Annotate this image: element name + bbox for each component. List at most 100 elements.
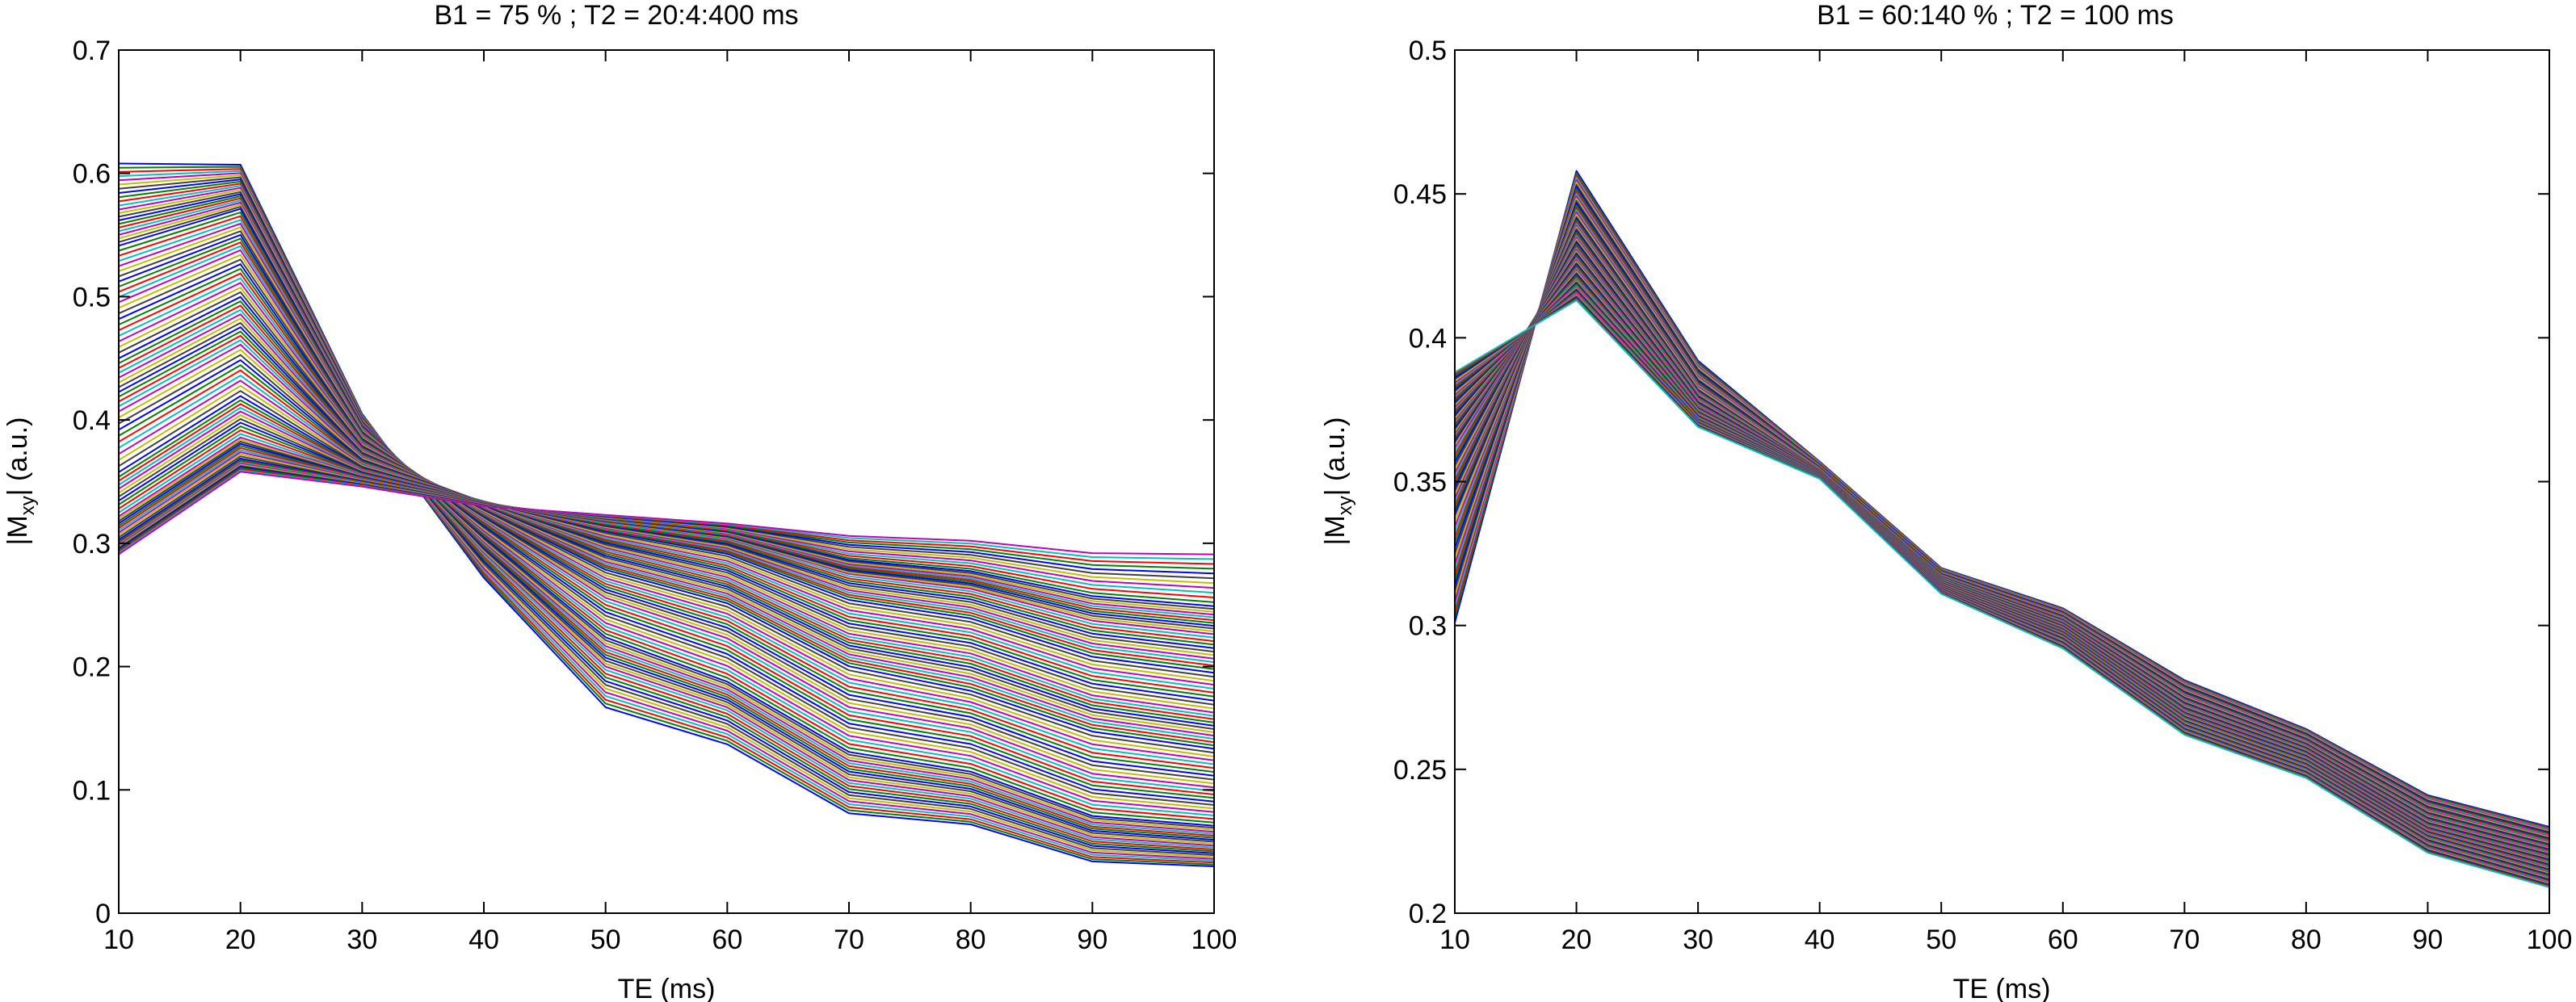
series-line-268 [118, 390, 1215, 678]
left-y-ticks: 0 0.1 0.2 0.3 0.4 0.5 0.6 0.7 [73, 36, 1214, 929]
series-line-272 [118, 395, 1215, 674]
y-tick-label: 0.2 [73, 652, 111, 683]
series-line-288 [118, 410, 1215, 660]
series-line-236 [118, 349, 1215, 710]
y-tick-label: 0.5 [1409, 36, 1447, 66]
left-series-group [118, 162, 1215, 867]
right-y-axis-label-tail: | (a.u.) [1320, 417, 1351, 497]
x-tick-label: 90 [2413, 924, 2444, 955]
right-series-group [1454, 170, 2550, 888]
x-tick-label: 20 [225, 924, 256, 955]
series-line-108 [118, 212, 1215, 824]
series-line-156 [118, 258, 1215, 781]
x-tick-label: 90 [1077, 924, 1107, 955]
series-line-312 [118, 433, 1215, 639]
right-y-axis-label: |Mxy| (a.u.) [1320, 417, 1356, 546]
series-line-120 [118, 223, 1215, 813]
x-tick-label: 30 [347, 924, 377, 955]
x-tick-label: 50 [1926, 924, 1956, 955]
series-line-116 [118, 219, 1215, 816]
series-line-172 [118, 277, 1215, 765]
series-line-284 [118, 407, 1215, 664]
series-line-252 [118, 369, 1215, 694]
left-y-axis-label: |Mxy| (a.u.) [2, 417, 39, 546]
y-tick-label: 0 [95, 899, 111, 929]
left-y-axis-label-main: |M [2, 515, 33, 545]
series-line-212 [118, 321, 1215, 730]
series-line-180 [118, 287, 1215, 757]
x-tick-label: 50 [590, 924, 621, 955]
y-tick-label: 0.4 [73, 405, 111, 436]
series-line-228 [118, 339, 1215, 717]
x-tick-label: 60 [2048, 924, 2078, 955]
series-line-292 [118, 414, 1215, 656]
x-tick-label: 70 [834, 924, 864, 955]
right-y-axis-label-main: |M [1320, 515, 1351, 545]
series-line-256 [118, 375, 1215, 690]
y-tick-label: 0.45 [1393, 179, 1447, 210]
y-tick-label: 0.25 [1393, 755, 1447, 786]
series-line-400 [118, 471, 1215, 556]
series-line-104 [118, 208, 1215, 827]
series-line-136 [118, 237, 1215, 799]
series-line-164 [118, 267, 1215, 774]
right-chart-title: B1 = 60:140 % ; T2 = 100 ms [1817, 0, 2174, 31]
series-line-248 [118, 364, 1215, 698]
series-line-216 [118, 326, 1215, 727]
x-tick-label: 10 [103, 924, 134, 955]
series-line-140 [1454, 300, 2550, 888]
x-tick-label: 40 [1805, 924, 1835, 955]
series-line-124 [118, 226, 1215, 810]
x-tick-label: 10 [1439, 924, 1470, 955]
right-y-axis-label-sub: xy [1334, 496, 1356, 515]
left-subplot: B1 = 75 % ; T2 = 20:4:400 ms 10 20 30 40 50 6… [2, 0, 1237, 1002]
x-tick-label: 70 [2169, 924, 2200, 955]
x-tick-label: 40 [469, 924, 499, 955]
y-tick-label: 0.35 [1393, 467, 1447, 498]
y-tick-label: 0.2 [1409, 899, 1447, 929]
series-line-240 [118, 354, 1215, 706]
right-x-ticks: 10 20 30 40 50 60 70 80 90 100 [1439, 50, 2572, 955]
series-line-304 [118, 426, 1215, 646]
series-line-176 [118, 282, 1215, 761]
right-y-ticks: 0.2 0.25 0.3 0.35 0.4 0.45 0.5 [1393, 36, 2549, 929]
series-line-232 [118, 343, 1215, 714]
x-tick-label: 20 [1561, 924, 1592, 955]
series-line-260 [118, 379, 1215, 686]
series-line-280 [118, 403, 1215, 667]
y-tick-label: 0.6 [73, 159, 111, 190]
left-axes-box [118, 49, 1215, 914]
series-line-188 [118, 296, 1215, 750]
x-tick-label: 80 [2291, 924, 2322, 955]
series-line-204 [118, 313, 1215, 737]
series-line-128 [118, 230, 1215, 806]
y-tick-label: 0.1 [73, 775, 111, 806]
right-subplot: B1 = 60:140 % ; T2 = 100 ms 10 20 30 40 50 60… [1320, 0, 2572, 1002]
left-x-ticks: 10 20 30 40 50 60 70 80 90 100 [103, 50, 1237, 955]
x-tick-label: 100 [2527, 924, 2573, 955]
series-line-208 [118, 317, 1215, 733]
series-line-196 [118, 304, 1215, 744]
left-chart-title: B1 = 75 % ; T2 = 20:4:400 ms [434, 0, 798, 31]
series-line-140 [118, 241, 1215, 795]
y-tick-label: 0.3 [73, 529, 111, 560]
series-line-132 [118, 233, 1215, 803]
left-x-axis-label: TE (ms) [618, 974, 716, 1002]
series-line-276 [118, 399, 1215, 670]
y-tick-label: 0.5 [73, 282, 111, 312]
series-line-184 [118, 291, 1215, 754]
series-line-160 [118, 263, 1215, 777]
y-tick-label: 0.3 [1409, 611, 1447, 642]
series-line-220 [118, 330, 1215, 723]
series-line-264 [118, 384, 1215, 682]
right-x-axis-label: TE (ms) [1953, 974, 2051, 1002]
series-line-308 [118, 429, 1215, 643]
left-y-axis-label-sub: xy [17, 496, 39, 515]
series-line-148 [118, 249, 1215, 789]
x-tick-label: 60 [712, 924, 742, 955]
series-line-244 [118, 359, 1215, 702]
series-line-152 [118, 254, 1215, 785]
series-line-296 [118, 417, 1215, 653]
